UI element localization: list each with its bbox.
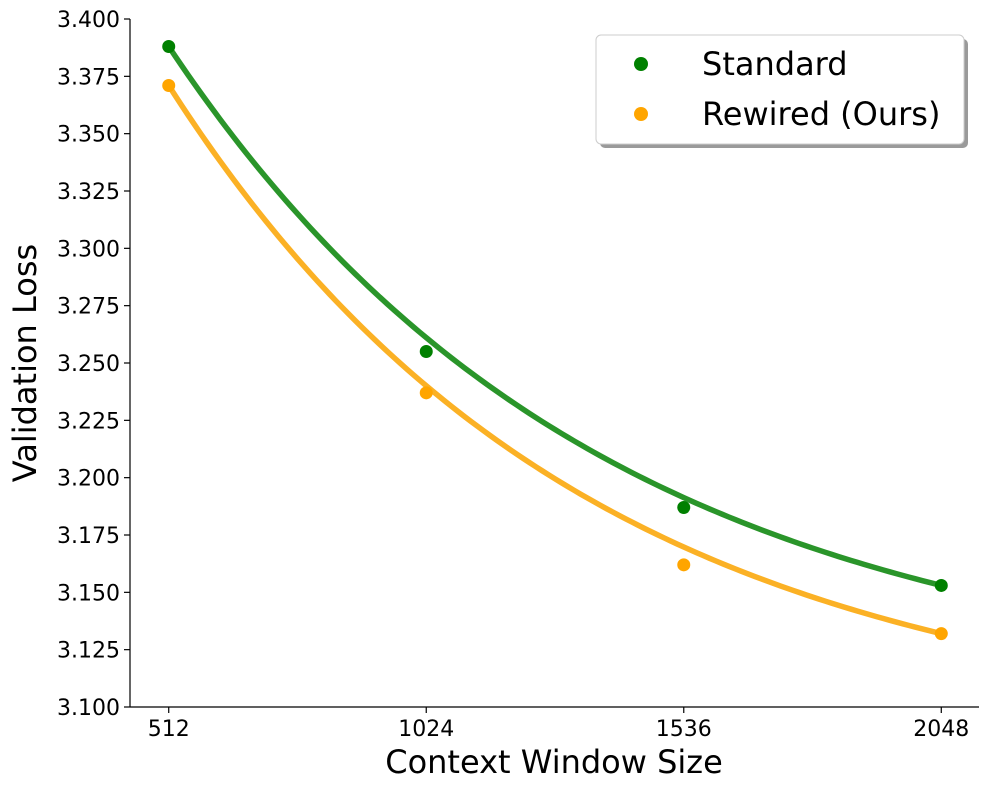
y-tick-label: 3.150 (57, 581, 120, 606)
legend: Standard Rewired (Ours) (595, 34, 968, 148)
fit-curve-rewired (166, 84, 942, 637)
x-axis-label: Context Window Size (385, 743, 723, 781)
y-tick-label: 3.175 (57, 524, 120, 549)
legend-box (595, 34, 965, 145)
y-axis-ticks: 3.100 3.125 3.150 3.175 3.200 3.225 3.250 3.275… (57, 8, 130, 721)
data-point-rewired (419, 386, 433, 400)
legend-marker (634, 107, 648, 121)
data-point-rewired (162, 79, 176, 93)
data-point-rewired (677, 558, 691, 572)
data-point-standard (934, 578, 948, 592)
y-tick-label: 3.200 (57, 467, 120, 492)
x-tick-label: 1536 (656, 717, 712, 742)
x-tick-label: 2048 (913, 717, 969, 742)
x-tick-label: 512 (148, 717, 190, 742)
y-tick-label: 3.275 (57, 295, 120, 320)
data-point-standard (419, 345, 433, 359)
y-axis-label: Validation Loss (6, 244, 44, 482)
y-tick-label: 3.325 (57, 180, 120, 205)
legend-label: Rewired (Ours) (702, 95, 940, 133)
data-point-rewired (934, 627, 948, 641)
y-tick-label: 3.400 (57, 8, 120, 33)
y-tick-label: 3.125 (57, 639, 120, 664)
y-tick-label: 3.100 (57, 696, 120, 721)
x-tick-label: 1024 (398, 717, 454, 742)
data-point-standard (677, 500, 691, 514)
legend-label: Standard (702, 45, 848, 83)
fit-curve-standard (166, 44, 942, 589)
x-axis-ticks: 512 1024 1536 2048 (148, 707, 969, 742)
y-tick-label: 3.250 (57, 352, 120, 377)
fit-curves (166, 44, 942, 637)
y-tick-label: 3.350 (57, 123, 120, 148)
y-tick-label: 3.225 (57, 409, 120, 434)
data-point-standard (162, 40, 176, 54)
y-tick-label: 3.375 (57, 65, 120, 90)
y-tick-label: 3.300 (57, 237, 120, 262)
legend-marker (634, 57, 648, 71)
data-points (162, 40, 948, 641)
